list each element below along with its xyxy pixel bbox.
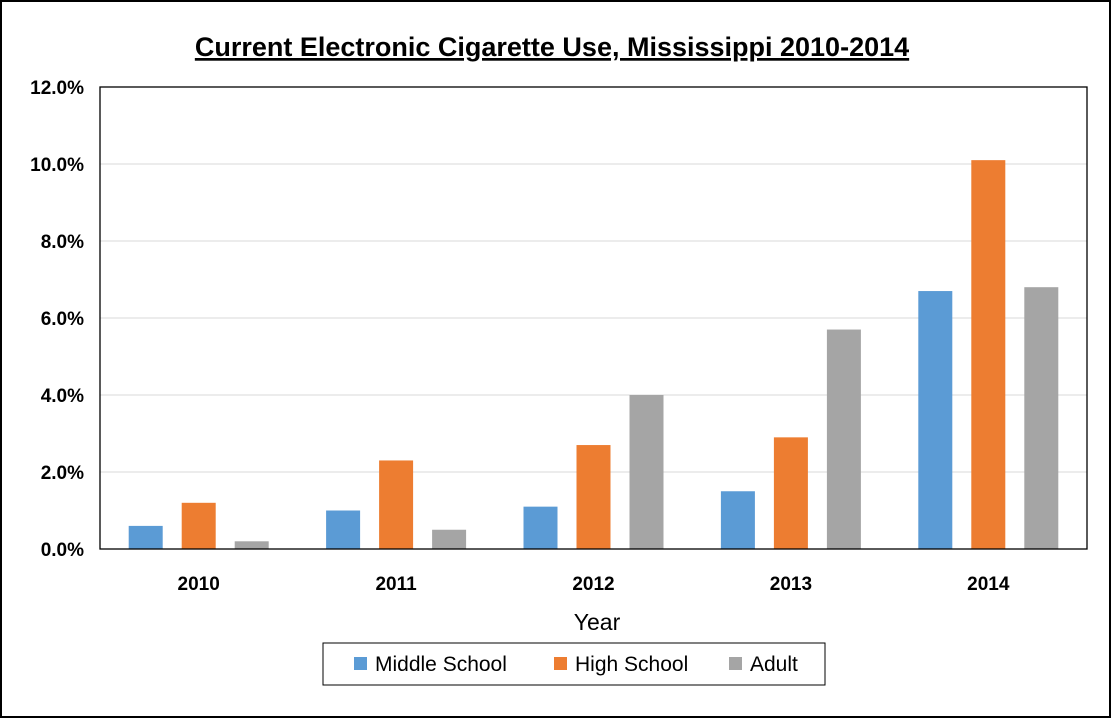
y-axis-tick-labels: 0.0% 2.0% 4.0% 6.0% 8.0% 10.0% 12.0%: [30, 78, 84, 561]
bar-middle-school-2010: [128, 525, 163, 549]
bar-high-school-2010: [181, 502, 216, 549]
x-tick-label: 2013: [770, 574, 812, 595]
x-tick-label: 2012: [572, 574, 614, 595]
legend-swatch-high-school: [554, 657, 567, 670]
bar-adult-2012: [629, 395, 664, 549]
bar-high-school-2011: [379, 460, 414, 549]
legend-swatch-adult: [729, 657, 742, 670]
bar-middle-school-2012: [523, 506, 558, 549]
bar-high-school-2013: [773, 437, 808, 549]
bar-high-school-2012: [576, 445, 611, 549]
bars: [128, 160, 1059, 549]
bar-middle-school-2011: [326, 510, 361, 549]
x-tick-label: 2014: [967, 574, 1010, 595]
legend-label-middle-school: Middle School: [375, 653, 507, 676]
bar-adult-2014: [1024, 287, 1059, 549]
x-axis-tick-labels: 2010 2011 2012 2013 2014: [178, 574, 1010, 595]
y-tick-label: 12.0%: [30, 78, 84, 99]
y-tick-label: 2.0%: [41, 463, 84, 484]
legend: Middle School High School Adult: [322, 642, 826, 686]
y-tick-label: 0.0%: [41, 540, 84, 561]
bar-adult-2010: [234, 541, 269, 549]
bar-adult-2013: [826, 329, 861, 549]
y-tick-label: 8.0%: [41, 232, 84, 253]
legend-swatch-middle-school: [354, 657, 367, 670]
x-axis-label: Year: [574, 609, 621, 635]
y-tick-label: 6.0%: [41, 309, 84, 330]
x-tick-label: 2011: [375, 574, 417, 595]
bar-high-school-2014: [971, 160, 1006, 549]
y-tick-label: 10.0%: [30, 155, 84, 176]
bar-middle-school-2014: [918, 291, 953, 549]
y-tick-label: 4.0%: [41, 386, 84, 407]
bar-adult-2011: [432, 529, 467, 549]
x-tick-label: 2010: [178, 574, 220, 595]
chart-title: Current Electronic Cigarette Use, Missis…: [195, 32, 909, 62]
legend-items: Middle School High School Adult: [354, 653, 798, 676]
bar-middle-school-2013: [720, 491, 755, 549]
plot-area-border: [99, 86, 1088, 550]
legend-label-adult: Adult: [750, 653, 798, 676]
legend-label-high-school: High School: [575, 653, 688, 676]
